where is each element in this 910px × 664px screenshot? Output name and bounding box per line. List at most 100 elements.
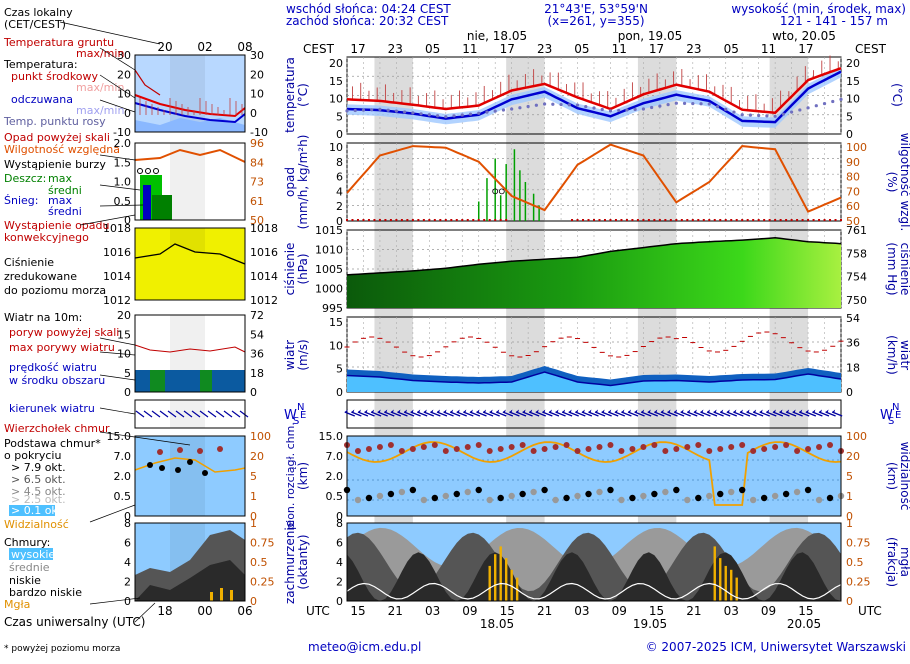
dew-dot: [551, 102, 555, 106]
legend-cloud-dot: [159, 465, 165, 471]
rain-marker: [763, 219, 766, 221]
axis-tick: 15: [846, 75, 860, 88]
legend-occurrence-2: konwekcyjnego: [4, 231, 89, 244]
axis-tick: 0.25: [846, 576, 871, 589]
wind-arrow-head: [707, 409, 711, 413]
cloud-base-dot: [629, 494, 636, 502]
dew-dot: [361, 108, 366, 112]
legend-utc: Czas uniwersalny (UTC): [4, 615, 145, 629]
axis-tick: 70: [846, 185, 860, 198]
axis-tick: 4: [336, 185, 343, 198]
coords: 21°43'E, 53°59'N: [544, 2, 648, 16]
hour-label-bottom: 21: [537, 604, 552, 618]
legend-precip-above: Opad powyżej skali: [4, 131, 110, 144]
hour-label-top: 11: [462, 42, 477, 56]
fog-bars: [488, 546, 738, 601]
legend-temp-mid-sub: max/min: [76, 81, 124, 94]
hour-label-bottom: 21: [686, 604, 701, 618]
axis-tick: 5: [336, 110, 343, 123]
legend-leader: [99, 47, 136, 71]
legend-tick: 0: [124, 107, 131, 120]
wind-arrow-head: [621, 409, 625, 413]
legend-gust-max: max porywy wiatru: [9, 341, 115, 354]
legend-humidity-line: [134, 148, 246, 163]
wind-arrow-head: [812, 409, 816, 413]
legend-hour-bottom: 06: [237, 604, 252, 618]
footer-email[interactable]: meteo@icm.edu.pl: [308, 640, 421, 654]
rain-marker: [593, 219, 595, 221]
axis-tick: 20: [846, 57, 860, 70]
legend-tick: 50: [250, 214, 264, 227]
legend-tick: 15.0: [107, 430, 132, 443]
legend-cloud-dot: [175, 467, 181, 473]
axis-tick: 0: [846, 386, 853, 399]
wind-arrow-head: [469, 409, 473, 413]
cloud-base-dot: [607, 486, 614, 494]
night-bands: [374, 57, 809, 601]
axis-tick: 1015: [315, 224, 343, 237]
axis-tick: 8: [336, 156, 343, 169]
rain-marker: [653, 219, 656, 221]
rain-marker: [455, 219, 458, 221]
legend-wind-arrow: [231, 410, 241, 418]
legend-tick: 1012: [250, 294, 278, 307]
rain-marker: [713, 219, 716, 221]
wind-arrow-head: [680, 409, 684, 413]
legend-soil-sub: max/min: [76, 47, 124, 60]
cloud-top-dot: [486, 448, 493, 454]
main-axis-ticks: 2015105020151050108642010090807060501015…: [315, 57, 871, 608]
legend-top-hours: 20 02 08 18 00 06: [157, 40, 252, 618]
wind-arrow-head: [634, 409, 638, 413]
legend-tick: 1014: [103, 270, 131, 283]
legend-rain-max: max: [48, 172, 72, 185]
legend-pres-3: do poziomu morza: [4, 284, 106, 297]
axis-tick: 90: [846, 156, 860, 169]
cloud-top-dot: [783, 442, 790, 448]
wind-arrow-head: [562, 409, 566, 413]
day-label-2: pon, 19.05: [618, 29, 683, 43]
rain-marker: [428, 219, 431, 221]
cloud-top-dot: [662, 448, 669, 454]
dew-dot: [699, 102, 703, 106]
cloud-base-dot: [354, 496, 362, 504]
axis-tick: 54: [846, 312, 860, 325]
cloud-base-dot: [695, 494, 702, 502]
legend-tick: 30: [117, 49, 131, 62]
legend-snow-mean: średni: [48, 205, 82, 218]
pres-label-right-1: (mm Hg): [885, 242, 899, 295]
legend-tick: 84: [250, 156, 264, 169]
wind-label-right-1: (km/h): [885, 335, 899, 375]
hour-label-top: 11: [761, 42, 776, 56]
rain-marker: [790, 219, 793, 221]
cloud-top-dot: [728, 444, 735, 450]
cloud-base-dot: [782, 490, 790, 498]
cloud-top-dot: [673, 446, 680, 452]
legend-leader: [99, 374, 136, 381]
wind-label-left-1: wiatr: [283, 340, 297, 370]
rain-marker: [466, 219, 469, 221]
dew-dot: [411, 111, 415, 115]
legend-perceived: odczuwana: [11, 93, 73, 106]
legend-soil-title: Temperatura gruntu: [3, 36, 114, 49]
cloud-base-dot: [530, 488, 537, 496]
wind-arrow-head: [739, 409, 743, 413]
compass-e: E: [895, 410, 901, 421]
wind-arrow-head: [404, 409, 408, 413]
cloud-top-dot: [772, 444, 779, 450]
cloud-top-dot: [695, 442, 702, 448]
legend-footnote: * powyżej poziomu morza: [4, 644, 120, 654]
wind-arrow-head: [825, 409, 829, 413]
wind-arrow-head: [601, 409, 605, 413]
dew-dot: [773, 114, 777, 118]
dew-dot: [386, 108, 390, 112]
wind-arrow-head: [410, 409, 414, 413]
rain-marker: [686, 219, 689, 221]
wind-arrow-head: [575, 409, 579, 413]
hour-label-bottom: 09: [462, 604, 477, 618]
rain-marker: [625, 219, 628, 221]
rain-marker: [450, 219, 453, 221]
wind-arrow-head: [660, 409, 664, 413]
legend-cover-high-bg: [9, 548, 53, 560]
wind-arrow-head: [463, 409, 467, 413]
